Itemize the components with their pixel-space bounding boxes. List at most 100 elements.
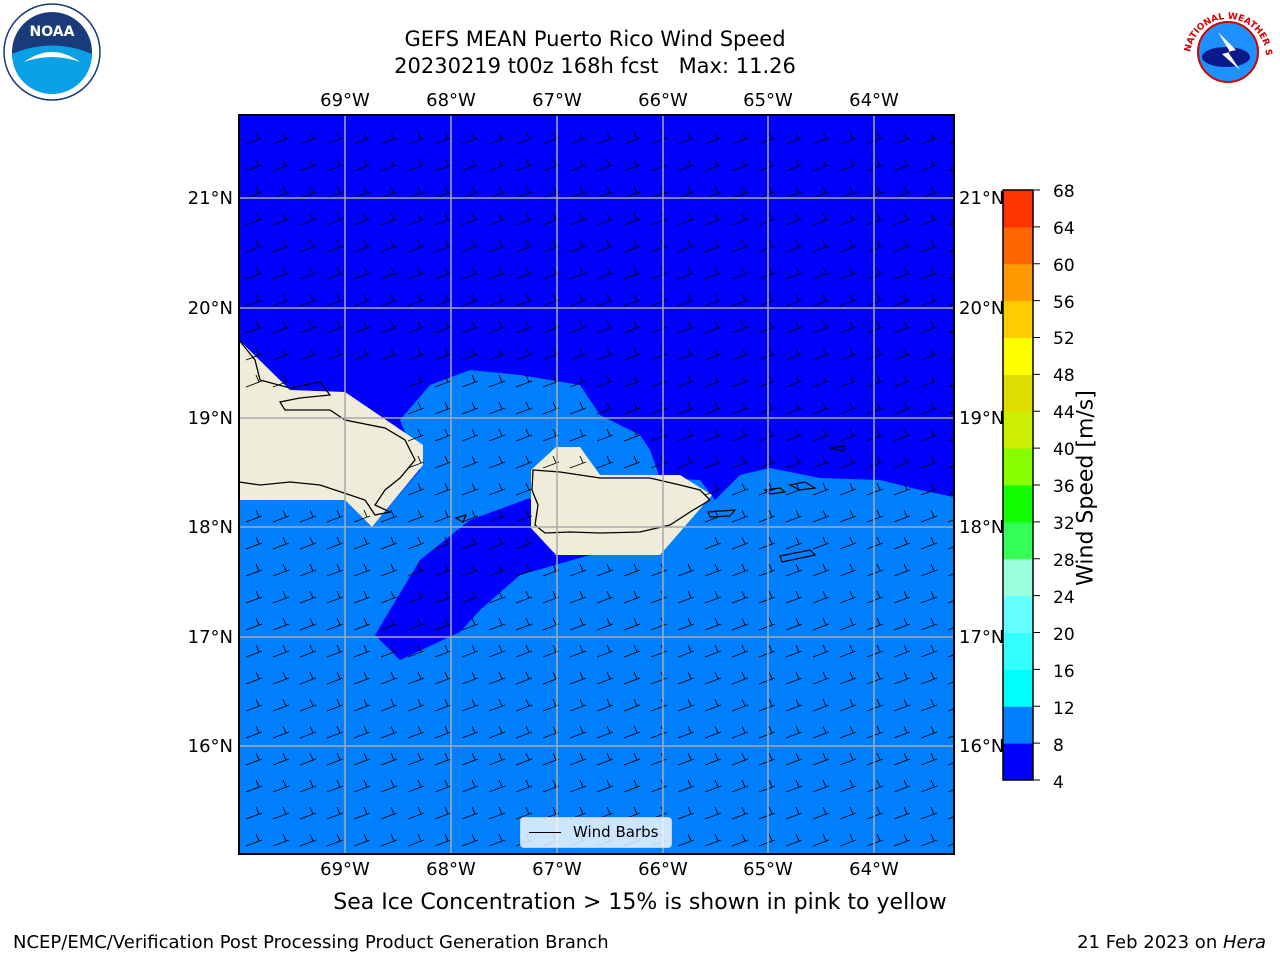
wind-barb — [245, 266, 263, 280]
colorbar-tick-label: 52 — [1053, 329, 1075, 349]
wind-barb — [812, 347, 830, 361]
wind-barb — [785, 266, 803, 280]
wind-barb — [569, 671, 587, 685]
map-subtitle: 20230219 t00z 168h fcst Max: 11.26 — [394, 54, 796, 78]
wind-barb — [326, 590, 344, 604]
wind-barb — [569, 131, 587, 145]
wind-barb — [623, 374, 641, 388]
wind-barb — [920, 536, 938, 550]
wind-barb — [704, 833, 722, 847]
wind-barb — [488, 320, 506, 334]
wind-barb — [785, 293, 803, 307]
wind-barb — [839, 563, 857, 577]
lat-label-right: 20°N — [959, 298, 1004, 319]
wind-barb — [380, 752, 398, 766]
wind-barb — [677, 590, 695, 604]
lat-label-right: 16°N — [959, 736, 1004, 757]
wind-barb — [461, 212, 479, 226]
wind-barb — [704, 185, 722, 199]
wind-barb — [380, 158, 398, 172]
lon-label-bottom: 65°W — [743, 859, 793, 880]
wind-barb — [407, 698, 425, 712]
wind-barb — [299, 536, 317, 550]
wind-barb — [812, 455, 830, 469]
wind-barb — [947, 573, 954, 577]
wind-barb — [596, 212, 614, 226]
wind-barb — [596, 239, 614, 253]
wind-barb — [731, 158, 749, 172]
wind-barb — [785, 428, 803, 442]
wind-barb — [704, 698, 722, 712]
wind-barb — [488, 590, 506, 604]
wind-barb — [299, 563, 317, 577]
lon-label-bottom: 69°W — [320, 859, 370, 880]
wind-barb — [596, 293, 614, 307]
wind-barb — [866, 374, 884, 388]
wind-barb — [515, 185, 533, 199]
colorbar-frame — [1002, 189, 1034, 781]
wind-barb — [947, 222, 954, 226]
colorbar-tick-label: 8 — [1053, 736, 1064, 756]
wind-barb — [245, 509, 263, 523]
wind-barb — [920, 806, 938, 820]
wind-barb — [947, 195, 954, 199]
colorbar-tick-label: 32 — [1053, 514, 1075, 534]
wind-barb — [353, 779, 371, 793]
wind-barb — [434, 725, 452, 739]
wind-barb — [596, 374, 614, 388]
wind-barb — [866, 509, 884, 523]
lon-label-bottom: 66°W — [638, 859, 688, 880]
wind-barb — [353, 563, 371, 577]
wind-barb — [704, 401, 722, 415]
wind-barb — [866, 779, 884, 793]
wind-barb — [380, 833, 398, 847]
wind-speed-channel — [375, 498, 590, 660]
wind-barb — [920, 617, 938, 631]
wind-barb — [758, 428, 776, 442]
wind-barb — [920, 644, 938, 658]
wind-barb — [569, 374, 587, 388]
wind-barb — [488, 563, 506, 577]
wind-barb — [677, 212, 695, 226]
lon-label-top: 65°W — [743, 90, 793, 111]
wind-barb — [839, 185, 857, 199]
wind-barb — [434, 617, 452, 631]
wind-barb — [623, 185, 641, 199]
wind-barb — [785, 725, 803, 739]
wind-barb — [596, 671, 614, 685]
wind-barb — [704, 131, 722, 145]
wind-barb — [704, 779, 722, 793]
wind-barb — [353, 239, 371, 253]
colorbar-tick-label: 64 — [1053, 219, 1075, 239]
wind-barb — [353, 536, 371, 550]
wind-barb — [461, 590, 479, 604]
wind-barb — [812, 428, 830, 442]
wind-barb — [839, 806, 857, 820]
wind-barb — [704, 455, 722, 469]
wind-barb — [866, 752, 884, 766]
wind-barb — [893, 455, 911, 469]
wind-barb — [785, 158, 803, 172]
wind-barb — [893, 347, 911, 361]
wind-barb — [866, 266, 884, 280]
wind-barb — [407, 833, 425, 847]
wind-barb — [947, 546, 954, 550]
wind-barb — [812, 644, 830, 658]
wind-barb — [245, 536, 263, 550]
wind-barb — [434, 239, 452, 253]
wind-barb — [272, 158, 290, 172]
wind-barb — [515, 455, 533, 469]
wind-barb — [461, 401, 479, 415]
colorbar-segment — [1003, 485, 1033, 523]
wind-barb — [677, 779, 695, 793]
colorbar-tick-label: 4 — [1053, 773, 1064, 793]
wind-barb — [461, 185, 479, 199]
wind-barb — [407, 266, 425, 280]
wind-barb — [326, 320, 344, 334]
wind-barb — [434, 779, 452, 793]
wind-barb — [893, 428, 911, 442]
wind-barb — [434, 401, 452, 415]
wind-barb — [245, 779, 263, 793]
wind-barb — [299, 347, 317, 361]
wind-barb — [785, 671, 803, 685]
